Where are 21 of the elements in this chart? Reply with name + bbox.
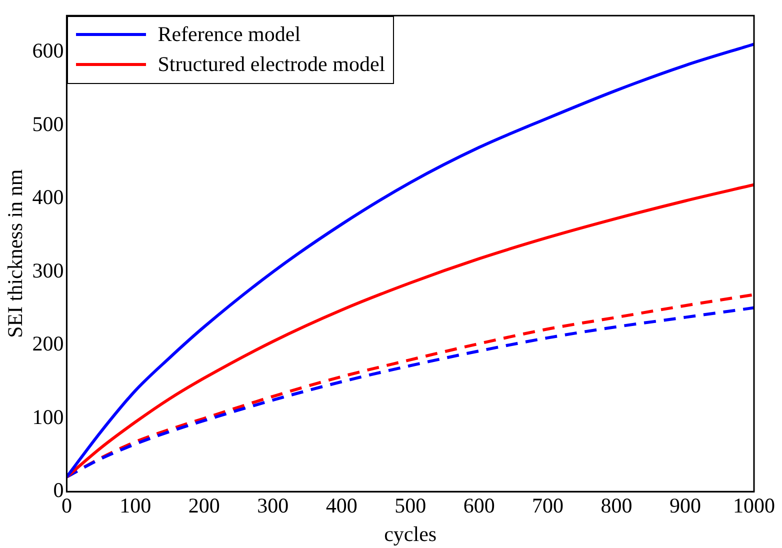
y-tick-label: 500 — [32, 112, 64, 136]
x-tick-label: 100 — [120, 494, 152, 518]
legend-label: Structured electrode model — [158, 52, 386, 78]
x-tick-label: 400 — [326, 494, 358, 518]
x-tick-label: 700 — [532, 494, 564, 518]
y-tick-label: 300 — [32, 258, 64, 282]
x-tick-label: 800 — [600, 494, 632, 518]
y-tick-label: 0 — [53, 478, 64, 502]
x-axis-title: cycles — [384, 522, 437, 546]
x-tick-label: 500 — [394, 494, 426, 518]
x-tick-label: 900 — [670, 494, 702, 518]
y-tick-label: 600 — [32, 38, 64, 63]
y-axis-title: SEI thickness in nm — [3, 169, 28, 338]
y-tick-label: 400 — [32, 185, 64, 210]
x-tick-label: 300 — [257, 494, 289, 518]
y-tick-label: 100 — [32, 404, 64, 429]
legend-label: Reference model — [158, 22, 301, 48]
y-tick-label: 200 — [32, 332, 64, 356]
x-tick-label: 600 — [463, 494, 495, 518]
x-tick-label: 1000 — [733, 494, 775, 518]
x-tick-label: 200 — [188, 494, 220, 518]
